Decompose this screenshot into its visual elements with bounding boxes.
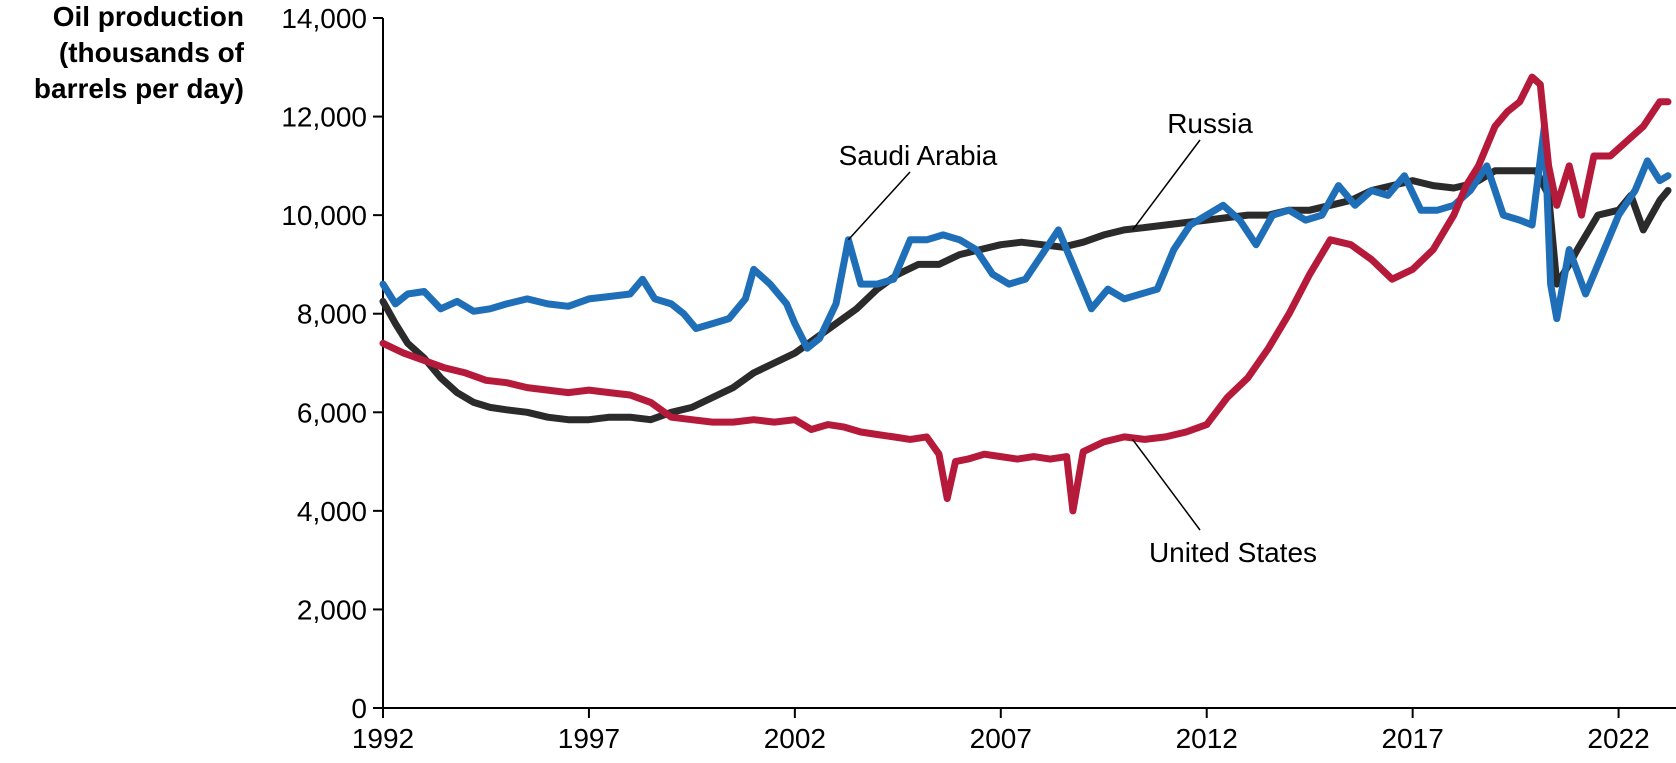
series-label-saudi-arabia: Saudi Arabia	[839, 140, 998, 171]
y-tick-label: 6,000	[297, 397, 367, 428]
x-axis-ticks: 1992 1997 2002 2007 2012 2017 2022	[352, 708, 1650, 754]
y-axis-label-line-1: Oil production	[53, 1, 244, 32]
leader-line-russia	[1131, 139, 1201, 231]
annotation-layer: Saudi Arabia Russia United States	[839, 108, 1317, 568]
x-tick-label: 2007	[970, 723, 1032, 754]
y-axis-ticks: 0 2,000 4,000 6,000 8,000 10,000 12,000 14,000	[281, 3, 383, 724]
x-tick-label: 1992	[352, 723, 414, 754]
y-tick-label: 2,000	[297, 594, 367, 625]
series-label-united-states: United States	[1149, 537, 1317, 568]
x-tick-label: 2017	[1381, 723, 1443, 754]
x-tick-label: 2012	[1176, 723, 1238, 754]
y-tick-label: 14,000	[281, 3, 367, 34]
series-line-russia	[379, 167, 1672, 424]
y-tick-label: 10,000	[281, 200, 367, 231]
y-tick-label: 8,000	[297, 299, 367, 330]
y-tick-label: 12,000	[281, 102, 367, 133]
leader-line-united-states	[1131, 438, 1201, 531]
x-tick-label: 2002	[764, 723, 826, 754]
series-line-saudi-arabia	[379, 122, 1672, 352]
x-tick-label: 1997	[558, 723, 620, 754]
series-line-united-states	[379, 73, 1672, 515]
x-tick-label: 2022	[1587, 723, 1649, 754]
y-axis-label-line-2: (thousands of	[59, 37, 245, 68]
series-label-russia: Russia	[1167, 108, 1253, 139]
leader-line-saudi-arabia	[847, 171, 911, 241]
series-layer	[379, 73, 1672, 515]
y-axis-label-line-3: barrels per day)	[34, 73, 244, 104]
y-axis-label: Oil production (thousands of barrels per…	[34, 1, 245, 104]
y-tick-label: 0	[351, 693, 367, 724]
y-tick-label: 4,000	[297, 496, 367, 527]
